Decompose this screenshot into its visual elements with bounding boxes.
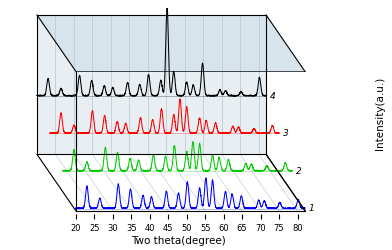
Text: Intensity(a.u.): Intensity(a.u.)	[375, 76, 385, 149]
Text: 4: 4	[270, 91, 276, 100]
X-axis label: Two theta(degree): Two theta(degree)	[131, 235, 226, 245]
Text: 1: 1	[309, 204, 314, 212]
Polygon shape	[37, 16, 266, 155]
Polygon shape	[37, 16, 305, 72]
Text: 3: 3	[283, 129, 289, 138]
Text: 2: 2	[296, 166, 301, 175]
